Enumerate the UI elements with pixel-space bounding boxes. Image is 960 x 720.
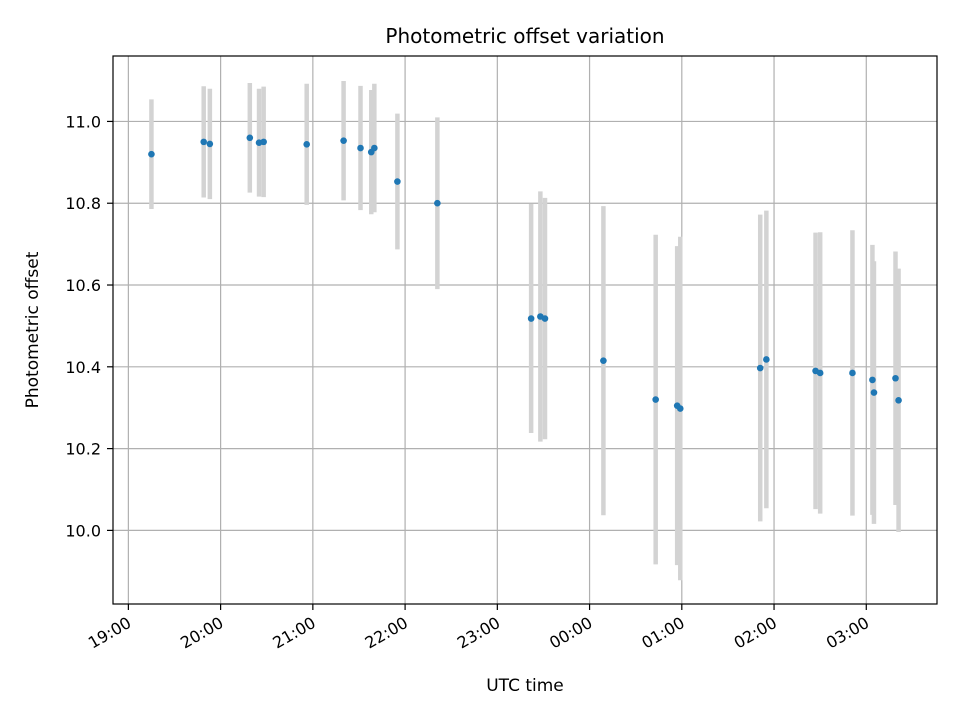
data-point bbox=[600, 357, 607, 364]
y-tick-label: 11.0 bbox=[65, 112, 101, 131]
data-point bbox=[357, 144, 364, 152]
data-point bbox=[434, 199, 441, 207]
data-point bbox=[870, 389, 878, 396]
grid bbox=[113, 56, 937, 604]
data-point bbox=[849, 369, 856, 377]
plot-frame bbox=[112, 55, 938, 605]
data-point bbox=[676, 405, 684, 412]
data-point bbox=[816, 369, 824, 377]
data-point bbox=[206, 140, 214, 148]
data-point bbox=[895, 397, 902, 404]
y-axis-label: Photometric offset bbox=[23, 251, 43, 408]
data-point bbox=[394, 178, 401, 185]
data-point bbox=[541, 315, 549, 322]
data-point bbox=[246, 134, 254, 142]
data-point bbox=[260, 138, 267, 146]
data-point bbox=[892, 374, 899, 382]
y-axis: 10.0 10.2 10.4 10.6 10.8 11.0 bbox=[65, 112, 113, 540]
data-point bbox=[371, 144, 378, 152]
data-point bbox=[148, 150, 155, 158]
data-point bbox=[340, 137, 347, 144]
data-points bbox=[148, 134, 902, 412]
x-axis-label: UTC time bbox=[486, 676, 564, 696]
y-tick-label: 10.4 bbox=[65, 358, 101, 377]
data-point bbox=[869, 376, 876, 384]
data-point bbox=[652, 396, 659, 403]
y-tick-label: 10.0 bbox=[65, 521, 101, 540]
chart-title: Photometric offset variation bbox=[385, 24, 664, 48]
data-point bbox=[527, 315, 535, 322]
data-point bbox=[756, 364, 764, 372]
y-tick-label: 10.6 bbox=[65, 276, 101, 295]
y-tick-label: 10.2 bbox=[65, 440, 101, 459]
data-point bbox=[303, 141, 311, 148]
data-point bbox=[763, 356, 770, 363]
data-point bbox=[200, 138, 208, 146]
y-tick-label: 10.8 bbox=[65, 194, 101, 213]
